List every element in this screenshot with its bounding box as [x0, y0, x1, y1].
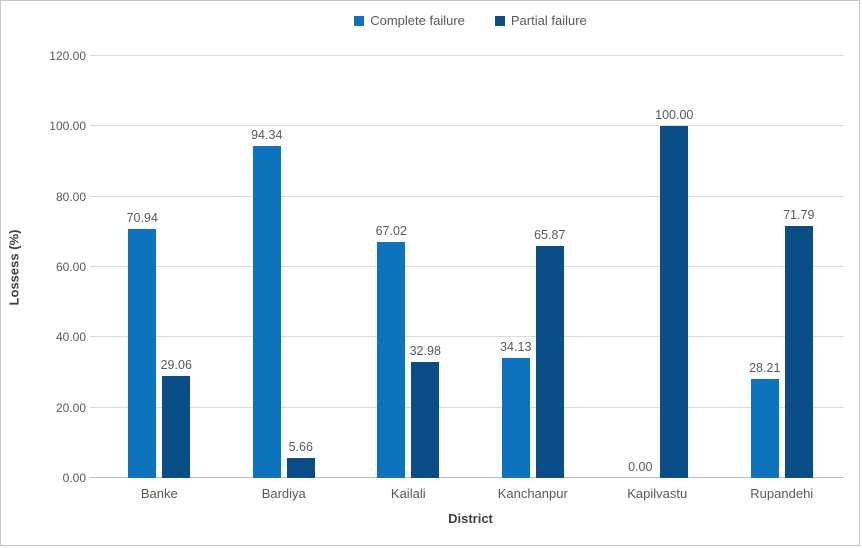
bar-value-label: 0.00 [628, 460, 653, 474]
bar: 29.06 [161, 358, 192, 478]
gridline [90, 195, 844, 197]
y-tick-label: 120.00 [49, 49, 86, 63]
bar-value-label: 100.00 [655, 108, 694, 123]
y-tick-label: 0.00 [62, 471, 86, 485]
bar-group-kapilvastu: 0.00 100.00 [595, 56, 720, 478]
legend-swatch-icon [494, 15, 505, 26]
bar-value-label: 32.98 [409, 344, 441, 359]
y-tick-label: 60.00 [55, 260, 86, 274]
bar-value-label: 29.06 [160, 357, 192, 372]
bar: 32.98 [410, 344, 441, 478]
legend-label: Partial failure [510, 13, 587, 28]
bar-value-label: 70.94 [126, 210, 158, 225]
bar-group-kailali: 67.02 32.98 [346, 56, 471, 478]
bar: 65.87 [534, 228, 565, 478]
x-category-label: Rupandehi [750, 486, 814, 501]
y-axis-tick-labels: 0.00 20.00 40.00 60.00 80.00 100.00 120.00 [1, 49, 86, 485]
bar-value-label: 67.02 [375, 224, 407, 239]
bar: 70.94 [127, 211, 158, 478]
legend-swatch-icon [354, 15, 365, 26]
x-category-label: Kapilvastu [627, 486, 688, 501]
bar: 94.34 [251, 128, 282, 478]
bar-group-banke: 70.94 29.06 [97, 56, 222, 478]
bar-value-label: 71.79 [783, 207, 815, 222]
gridline [90, 55, 844, 56]
gridline [90, 125, 844, 127]
bar-group-bardiya: 94.34 5.66 [222, 56, 347, 478]
bar-value-label: 5.66 [288, 440, 313, 455]
legend-item: Complete failure [354, 13, 465, 28]
plot-area: 70.94 29.06 94.34 5.66 67.02 32.98 34.13 65.87 0… [90, 55, 844, 478]
bar: 34.13 [500, 340, 531, 478]
bar-groups: 70.94 29.06 94.34 5.66 67.02 32.98 34.13 65.87 0… [97, 56, 844, 478]
bar-value-label: 34.13 [500, 339, 532, 354]
legend-item: Partial failure [494, 13, 587, 28]
chart-legend: Complete failure Partial failure [97, 13, 844, 28]
bar-value-label: 65.87 [534, 228, 566, 243]
x-category-label: Kanchanpur [497, 486, 568, 501]
y-tick-label: 20.00 [55, 400, 86, 415]
x-category-label: Kailali [390, 486, 426, 501]
gridline [90, 266, 844, 267]
bar: 71.79 [783, 208, 814, 478]
bar-group-kanchanpur: 34.13 65.87 [471, 56, 596, 478]
x-axis-category-labels: Banke Bardiya Kailali Kanchanpur Kapilvastu R… [97, 486, 844, 501]
bar-group-rupandehi: 28.21 71.79 [720, 56, 845, 478]
x-axis-title: District [448, 511, 493, 526]
y-tick-label: 40.00 [55, 330, 86, 345]
x-axis-line [90, 477, 844, 478]
bar: 28.21 [749, 361, 780, 478]
bar: 67.02 [376, 224, 407, 478]
bar: 100.00 [655, 108, 693, 478]
y-tick-label: 100.00 [49, 119, 86, 134]
bar-value-label: 94.34 [251, 128, 283, 143]
x-category-label: Banke [140, 486, 178, 501]
legend-label: Complete failure [370, 13, 465, 28]
y-tick-label: 80.00 [55, 189, 86, 204]
gridline [90, 336, 844, 338]
gridline [90, 406, 844, 408]
bar: 5.66 [286, 440, 315, 478]
bar-value-label: 28.21 [749, 360, 781, 375]
x-category-label: Bardiya [261, 486, 306, 501]
